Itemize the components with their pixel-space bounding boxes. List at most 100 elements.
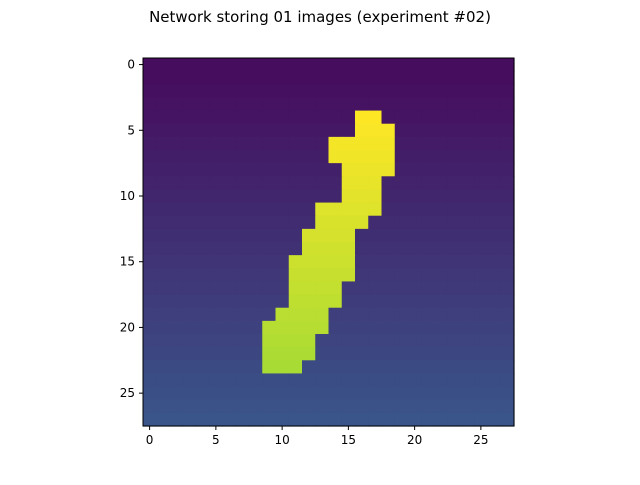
heatmap-cell [474, 386, 489, 401]
heatmap-cell [156, 176, 171, 191]
heatmap-cell [461, 307, 475, 322]
heatmap-cell [500, 307, 515, 322]
heatmap-cell [474, 399, 489, 414]
heatmap-cell [302, 386, 316, 401]
heatmap-cell [500, 386, 515, 401]
heatmap-cell [421, 386, 436, 401]
heatmap-cell [421, 320, 436, 335]
heatmap-cell [487, 189, 502, 204]
heatmap-cell [169, 189, 184, 204]
heatmap-cell [143, 412, 157, 427]
heatmap-cell [209, 84, 224, 99]
heatmap-cell [182, 347, 197, 361]
y-tick-label: 15 [120, 255, 135, 269]
heatmap-cell [381, 176, 396, 191]
heatmap-cell [421, 202, 436, 217]
heatmap-cell [209, 399, 224, 414]
heatmap-cell-active [355, 150, 369, 164]
heatmap-cell [182, 281, 197, 296]
heatmap-cell [474, 334, 489, 348]
heatmap-cell [275, 399, 290, 414]
heatmap-cell [355, 97, 369, 112]
heatmap-cell [169, 386, 184, 401]
heatmap-cell [461, 176, 475, 191]
heatmap-cell-active [355, 215, 369, 230]
heatmap-cell [394, 294, 409, 309]
heatmap-cell [235, 334, 250, 348]
heatmap-cell [474, 373, 489, 388]
heatmap-cell [196, 294, 210, 309]
heatmap-cell [500, 110, 515, 125]
heatmap-cell [196, 242, 210, 256]
heatmap-cell [315, 163, 330, 177]
heatmap-cell [474, 110, 489, 125]
heatmap-cell [209, 255, 224, 269]
heatmap-cell [461, 71, 475, 85]
heatmap-cell [249, 123, 263, 138]
heatmap-cell [434, 84, 449, 99]
heatmap-cell [222, 215, 237, 230]
heatmap-cell [169, 97, 184, 112]
heatmap-cell [500, 123, 515, 138]
heatmap-cell [315, 373, 330, 388]
heatmap-cell [249, 399, 263, 414]
heatmap-cell-active [341, 176, 356, 191]
heatmap-cell [461, 97, 475, 112]
heatmap-cell [182, 97, 197, 112]
heatmap-cell [182, 386, 197, 401]
heatmap-cell [408, 268, 422, 283]
heatmap-cell-active [315, 255, 330, 269]
heatmap-cell [434, 373, 449, 388]
heatmap-cell [461, 255, 475, 269]
heatmap-cell [434, 320, 449, 335]
heatmap-cell [196, 123, 210, 138]
heatmap-cell [487, 360, 502, 375]
heatmap-cell [355, 242, 369, 256]
heatmap-cell [288, 412, 303, 427]
heatmap-cell [222, 268, 237, 283]
heatmap-cell [182, 163, 197, 177]
heatmap-cell [461, 110, 475, 125]
heatmap-cell [182, 110, 197, 125]
heatmap-cell [315, 84, 330, 99]
heatmap-cell [461, 294, 475, 309]
heatmap-cell [381, 189, 396, 204]
heatmap-cell [394, 255, 409, 269]
heatmap-cell [182, 228, 197, 243]
heatmap-cell [209, 136, 224, 151]
heatmap-cell-active [315, 294, 330, 309]
heatmap-cell [355, 412, 369, 427]
heatmap-cell-active [341, 189, 356, 204]
heatmap-cell [235, 412, 250, 427]
heatmap-cell [355, 373, 369, 388]
heatmap-cell [302, 189, 316, 204]
heatmap-cell [182, 268, 197, 283]
heatmap-cell [143, 176, 157, 191]
heatmap-cell [328, 110, 343, 125]
heatmap-cell [394, 189, 409, 204]
heatmap-cell [182, 399, 197, 414]
heatmap-cell [355, 255, 369, 269]
heatmap-cell [222, 228, 237, 243]
heatmap-cell [182, 412, 197, 427]
heatmap-cell [447, 373, 462, 388]
heatmap-cell [500, 189, 515, 204]
heatmap-cell [500, 136, 515, 151]
heatmap-cell [275, 123, 290, 138]
heatmap-cell [302, 97, 316, 112]
heatmap-cell [434, 228, 449, 243]
heatmap-cell [474, 97, 489, 112]
heatmap-cell-active [341, 215, 356, 230]
heatmap-cell [355, 71, 369, 85]
heatmap-cell [209, 412, 224, 427]
heatmap-cell [500, 84, 515, 99]
heatmap-cell [182, 294, 197, 309]
heatmap-cell [288, 58, 303, 72]
heatmap-cell [421, 373, 436, 388]
heatmap-cell [421, 281, 436, 296]
heatmap-cell [474, 347, 489, 361]
heatmap-cell [447, 399, 462, 414]
heatmap-cell [447, 294, 462, 309]
heatmap-cell [156, 150, 171, 164]
heatmap-cell-active [315, 242, 330, 256]
